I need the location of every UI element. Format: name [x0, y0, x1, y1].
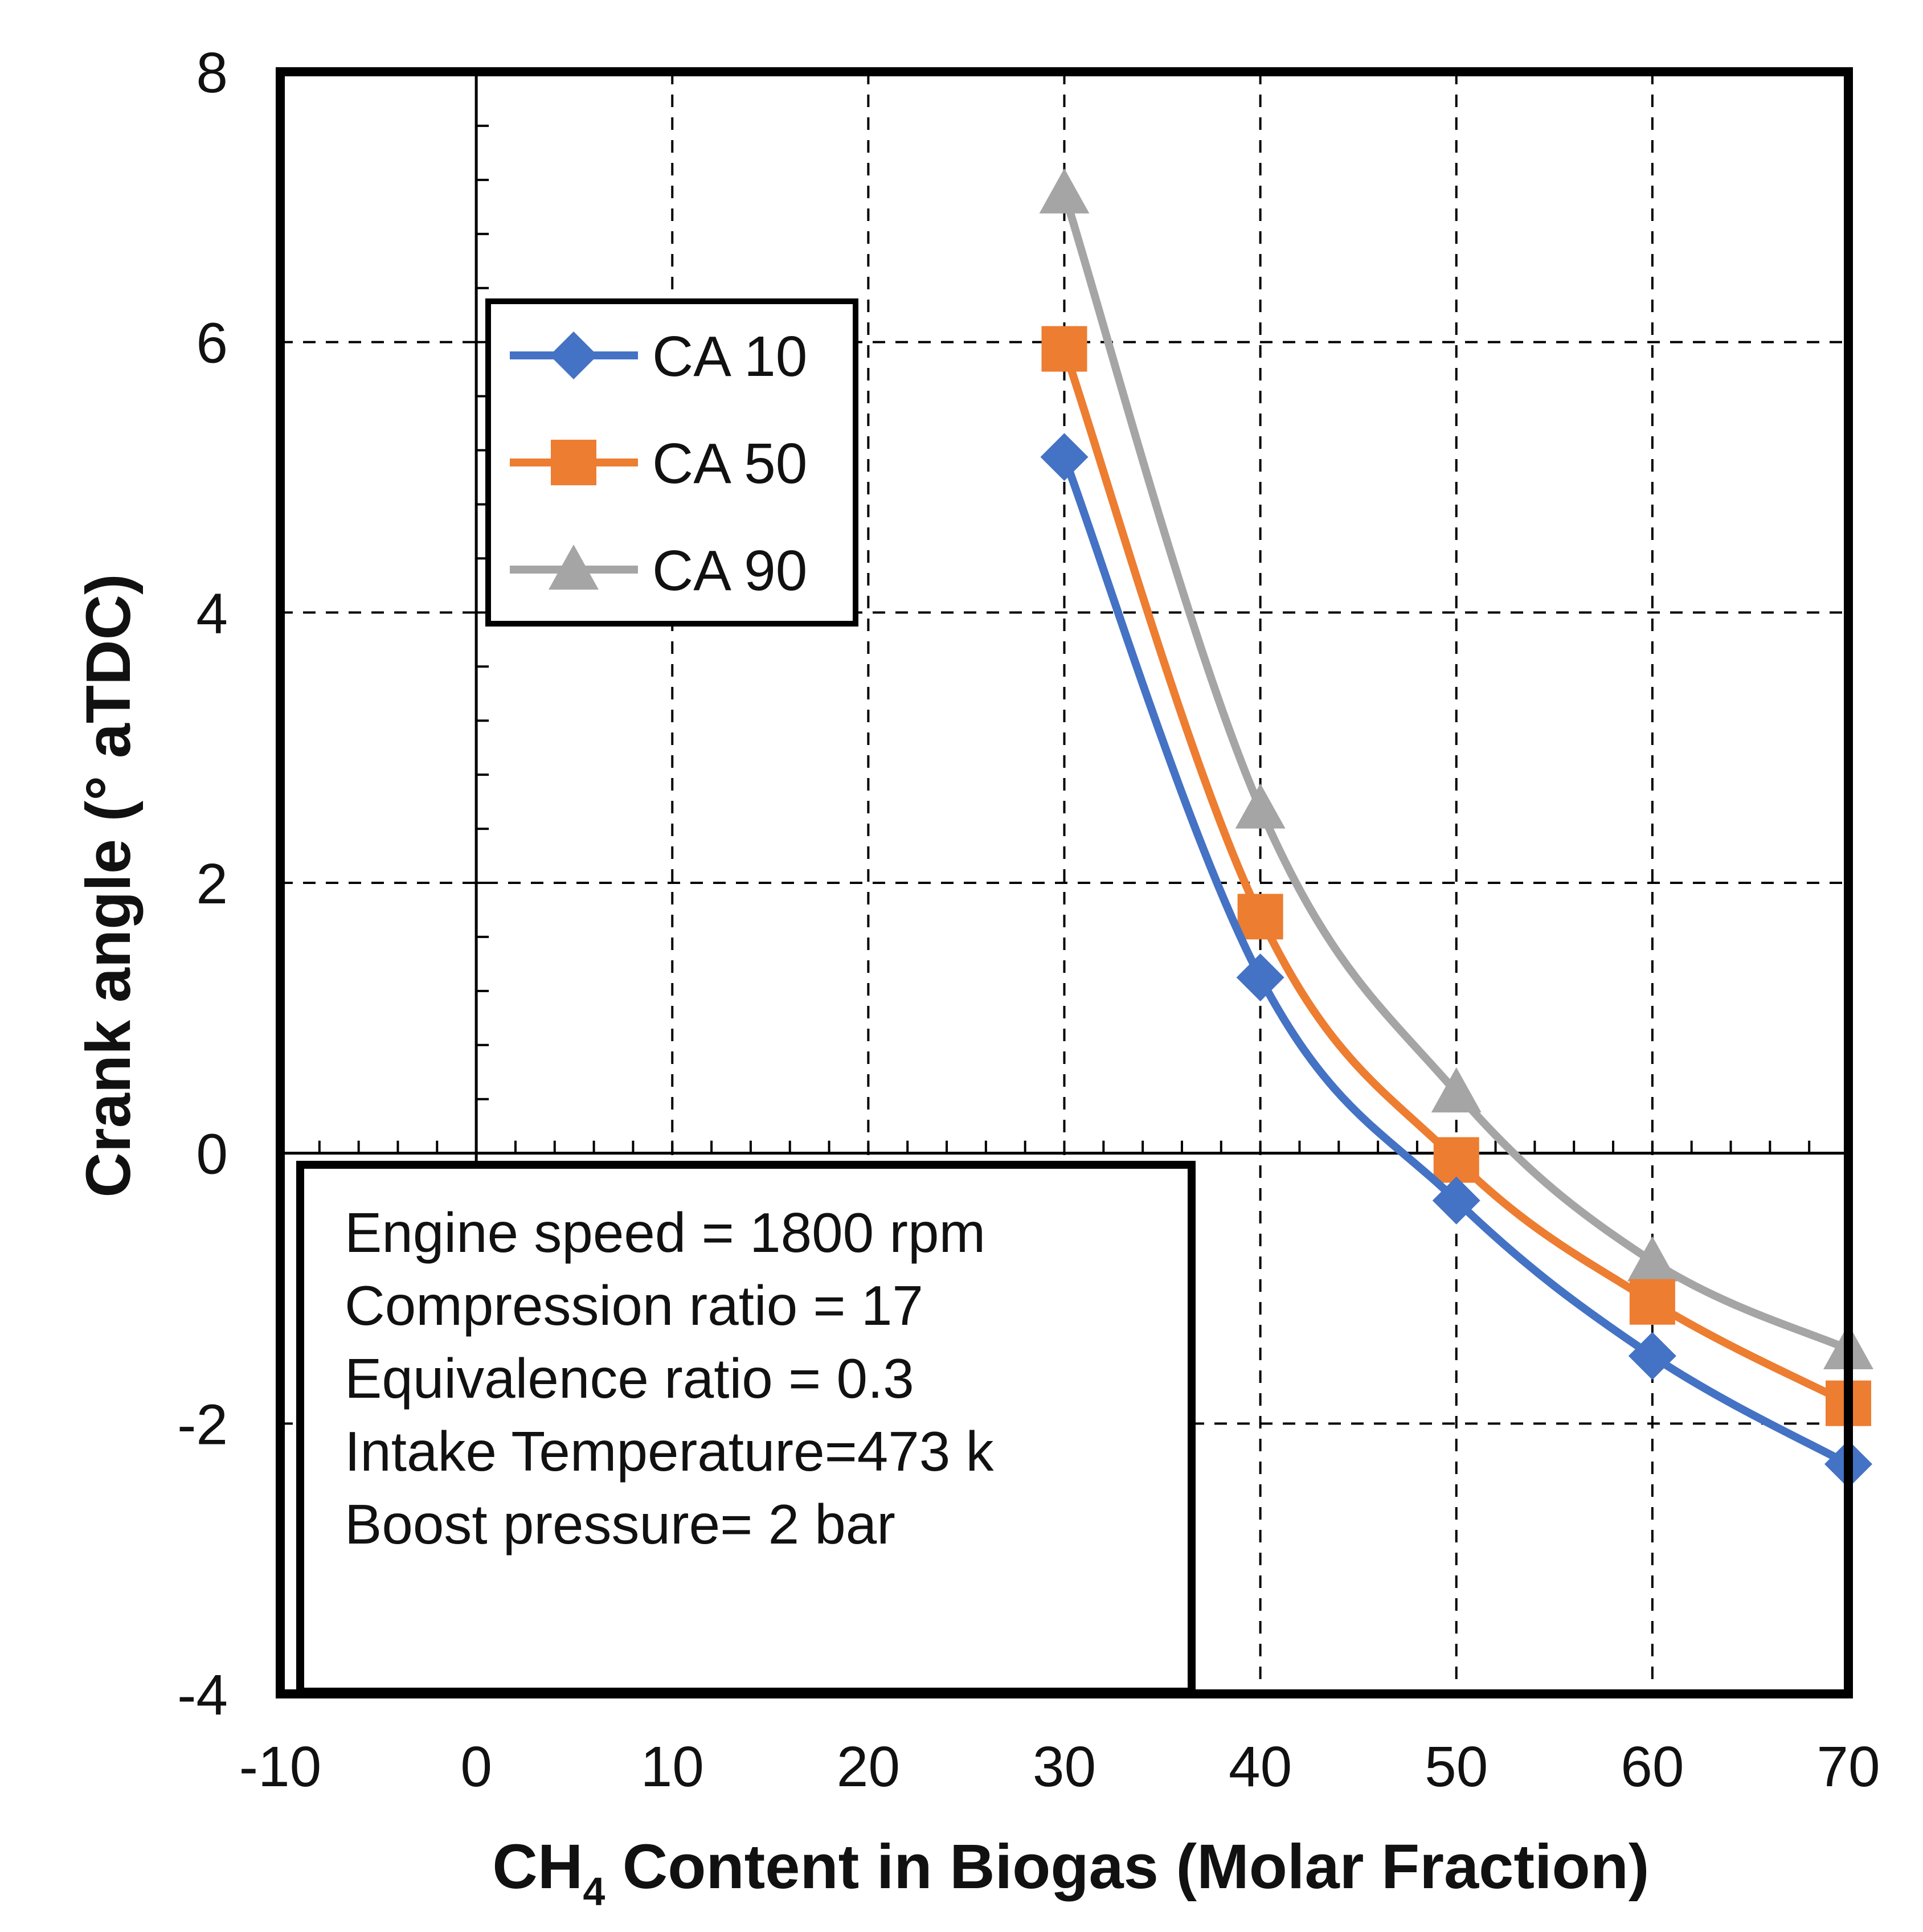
series-line-ca-10	[1060, 455, 1851, 1468]
y-tick-label: 2	[196, 852, 228, 916]
y-tick-label: 8	[196, 41, 228, 105]
series-line-ca-90	[1060, 192, 1850, 1353]
data-point-ca-90	[1627, 1236, 1677, 1282]
legend-label: CA 10	[652, 325, 807, 388]
data-point-ca-90	[1431, 1067, 1482, 1113]
legend-item-ca-10: CA 10	[510, 325, 807, 388]
x-tick-label: 50	[1425, 1735, 1488, 1799]
x-tick-label: 0	[460, 1735, 492, 1799]
x-tick-label: -10	[239, 1735, 322, 1799]
x-tick-label: 70	[1816, 1735, 1880, 1799]
y-axis-title: Crank angle (° aTDC)	[73, 574, 144, 1197]
legend-marker-ca-50	[551, 440, 596, 485]
y-tick-label: 0	[196, 1123, 228, 1186]
annotation-line: Engine speed = 1800 rpm	[345, 1201, 985, 1264]
legend: CA 10 CA 50 CA 90	[485, 298, 858, 627]
plot-frame	[276, 67, 1853, 1698]
data-point-ca-90	[1039, 168, 1090, 214]
annotation-line: Intake Temperature=473 k	[345, 1420, 995, 1483]
x-tick-label: 40	[1229, 1735, 1292, 1799]
x-tick-label: 30	[1033, 1735, 1096, 1799]
annotation-box: Engine speed = 1800 rpm Compression ratio…	[296, 1161, 1196, 1696]
y-tick-label: 4	[196, 582, 228, 645]
legend-marker-ca-90	[549, 545, 599, 590]
legend-label: CA 50	[652, 432, 807, 496]
y-tick-label: -2	[177, 1393, 228, 1456]
data-point-ca-10	[1628, 1332, 1676, 1380]
series-ca-10	[1040, 433, 1872, 1488]
series-line-ca-50	[1060, 347, 1851, 1407]
annotation-line: Boost pressure= 2 bar	[345, 1493, 895, 1556]
data-point-ca-50	[1433, 1137, 1479, 1183]
annotation-frame	[296, 1161, 1196, 1696]
y-tick-labels: -4 -2 0 2 4 6 8	[177, 41, 228, 1727]
annotation-line: Compression ratio = 17	[345, 1274, 923, 1337]
data-point-ca-10	[1432, 1176, 1480, 1225]
x-tick-label: 60	[1621, 1735, 1684, 1799]
annotation-line: Equivalence ratio = 0.3	[345, 1347, 914, 1410]
data-point-ca-50	[1629, 1279, 1675, 1325]
legend-label: CA 90	[652, 539, 807, 603]
y-tick-label: 6	[196, 312, 228, 375]
data-point-ca-10	[1236, 953, 1284, 1002]
legend-item-ca-90: CA 90	[510, 539, 807, 603]
y-tick-label: -4	[177, 1663, 228, 1727]
data-point-ca-50	[1237, 894, 1283, 940]
data-point-ca-90	[1235, 783, 1286, 829]
plot-border	[276, 67, 1853, 1698]
legend-marker-ca-10	[550, 331, 598, 379]
x-axis-title: CH4 Content in Biogas (Molar Fraction)	[492, 1832, 1649, 1914]
legend-item-ca-50: CA 50	[510, 432, 807, 496]
data-point-ca-50	[1041, 326, 1087, 372]
x-tick-label: 10	[641, 1735, 704, 1799]
x-tick-labels: -10 0 10 20 30 40 50 60 70	[239, 1735, 1880, 1799]
x-tick-label: 20	[837, 1735, 900, 1799]
data-point-ca-10	[1040, 433, 1089, 481]
